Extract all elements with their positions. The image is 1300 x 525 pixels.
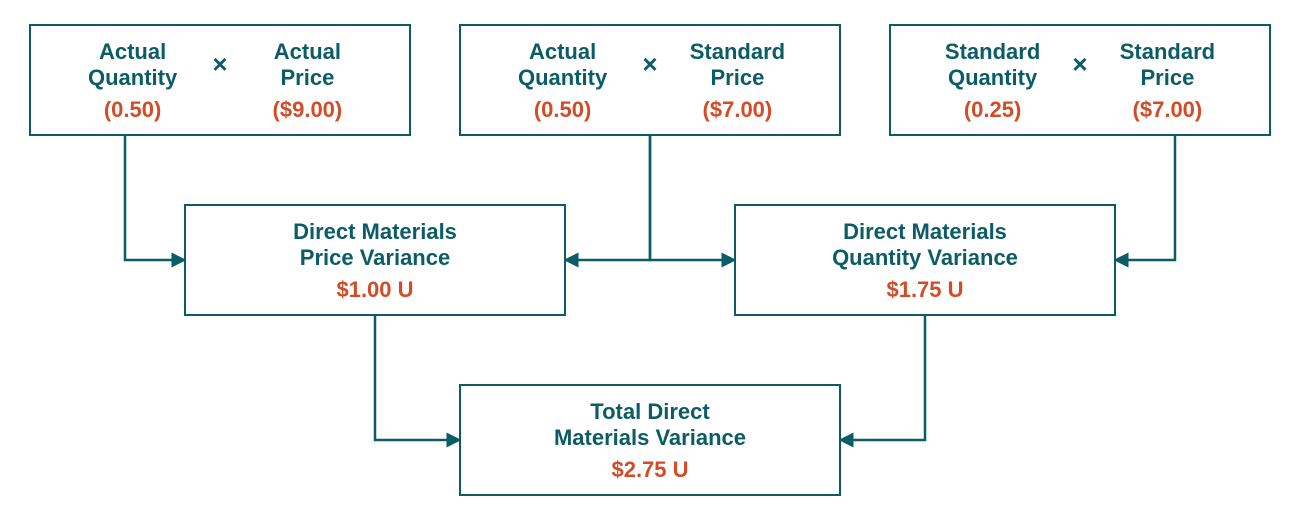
svg-text:×: × (642, 49, 657, 79)
svg-text:($7.00): ($7.00) (703, 97, 773, 122)
svg-text:Direct Materials: Direct Materials (843, 219, 1007, 244)
connector (1115, 135, 1175, 260)
connector (375, 315, 460, 440)
svg-text:Materials Variance: Materials Variance (554, 425, 746, 450)
svg-text:$2.75 U: $2.75 U (611, 457, 688, 482)
svg-text:Total Direct: Total Direct (590, 399, 710, 424)
svg-text:Standard: Standard (945, 39, 1040, 64)
svg-text:($9.00): ($9.00) (273, 97, 343, 122)
svg-text:(0.50): (0.50) (534, 97, 591, 122)
svg-text:Actual: Actual (274, 39, 341, 64)
svg-text:Quantity: Quantity (948, 65, 1038, 90)
svg-text:Price: Price (710, 65, 764, 90)
svg-text:Standard: Standard (1120, 39, 1215, 64)
connector (840, 315, 925, 440)
connector (125, 135, 185, 260)
svg-text:Direct Materials: Direct Materials (293, 219, 457, 244)
svg-text:(0.50): (0.50) (104, 97, 161, 122)
svg-text:($7.00): ($7.00) (1133, 97, 1203, 122)
svg-text:Quantity: Quantity (518, 65, 608, 90)
connector (565, 135, 650, 260)
svg-text:$1.75 U: $1.75 U (886, 277, 963, 302)
svg-text:Quantity: Quantity (88, 65, 178, 90)
svg-text:(0.25): (0.25) (964, 97, 1021, 122)
connector (650, 135, 735, 260)
svg-text:Price: Price (280, 65, 334, 90)
svg-text:×: × (212, 49, 227, 79)
svg-text:$1.00 U: $1.00 U (336, 277, 413, 302)
svg-text:Price Variance: Price Variance (300, 245, 450, 270)
svg-text:Price: Price (1140, 65, 1194, 90)
svg-text:×: × (1072, 49, 1087, 79)
svg-text:Actual: Actual (99, 39, 166, 64)
svg-text:Actual: Actual (529, 39, 596, 64)
svg-text:Quantity Variance: Quantity Variance (832, 245, 1018, 270)
svg-text:Standard: Standard (690, 39, 785, 64)
variance-diagram: ActualQuantity(0.50)ActualPrice($9.00)×A… (0, 0, 1300, 525)
